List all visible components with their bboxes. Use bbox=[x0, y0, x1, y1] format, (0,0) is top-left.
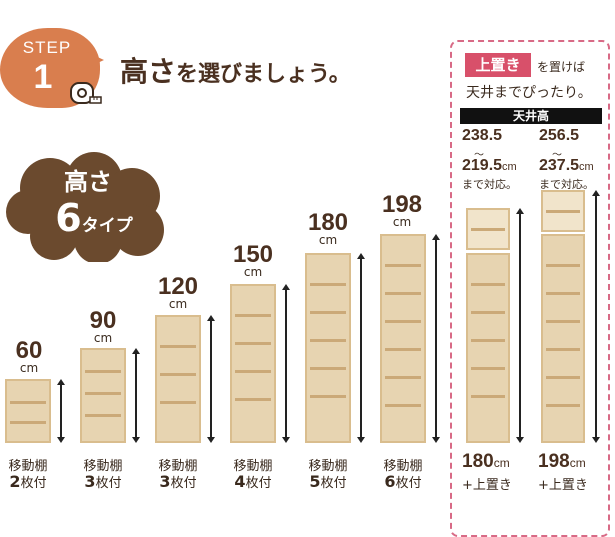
ceiling-tilde: 〜 bbox=[552, 150, 562, 161]
shelf-120 bbox=[155, 315, 201, 443]
board-count-number: 3 bbox=[159, 472, 171, 491]
shelf-180 bbox=[305, 253, 351, 443]
ceiling-min-unit: cm bbox=[579, 161, 594, 173]
shelf-height-unit: cm bbox=[168, 297, 188, 311]
board-count-unit: 枚付 bbox=[170, 476, 197, 491]
combo-plus-topper: +上置き bbox=[462, 478, 512, 493]
cloud-line2: 6タイプ bbox=[38, 196, 150, 240]
ceiling-height-label: 天井高 bbox=[460, 108, 602, 124]
shelf-board-count: 3枚付 bbox=[150, 472, 206, 491]
ceiling-tilde: 〜 bbox=[474, 150, 484, 161]
board-count-number: 5 bbox=[309, 472, 321, 491]
shelf-board-count: 5枚付 bbox=[300, 472, 356, 491]
board-count-unit: 枚付 bbox=[245, 476, 272, 491]
shelf-caption: 移動棚 bbox=[158, 459, 198, 474]
ceiling-min: 219.5cm bbox=[462, 157, 517, 175]
shelf-height-number: 120 bbox=[157, 273, 199, 300]
board-count-unit: 枚付 bbox=[95, 476, 122, 491]
ceiling-note: まで対応。 bbox=[539, 178, 594, 191]
height-arrow bbox=[357, 253, 365, 443]
topper-panel bbox=[450, 40, 610, 537]
cloud-count: 6 bbox=[55, 196, 82, 240]
shelf-height-number: 180 bbox=[307, 209, 349, 236]
shelf-caption: 移動棚 bbox=[308, 459, 348, 474]
shelf-board-count: 4枚付 bbox=[225, 472, 281, 491]
combo-height-unit: cm bbox=[569, 456, 586, 470]
step-badge-tail bbox=[78, 48, 104, 72]
topper-description: 天井までぴったり。 bbox=[466, 85, 592, 101]
board-count-unit: 枚付 bbox=[395, 476, 422, 491]
shelf-height-unit: cm bbox=[392, 215, 412, 229]
shelf-caption: 移動棚 bbox=[83, 459, 123, 474]
height-arrow bbox=[282, 284, 290, 443]
height-arrow bbox=[132, 348, 140, 443]
combo-height: 180cm bbox=[462, 451, 510, 473]
shelf-60 bbox=[5, 379, 51, 443]
ceiling-note: まで対応。 bbox=[462, 178, 517, 191]
ceiling-min: 237.5cm bbox=[539, 157, 594, 175]
height-arrow bbox=[432, 234, 440, 443]
ceiling-min-unit: cm bbox=[502, 161, 517, 173]
shelf-180-with-topper bbox=[466, 253, 510, 443]
height-arrow bbox=[207, 315, 215, 443]
cloud-badge bbox=[6, 152, 164, 262]
shelf-caption: 移動棚 bbox=[233, 459, 273, 474]
board-count-unit: 枚付 bbox=[320, 476, 347, 491]
cloud-line1: 高さ bbox=[64, 168, 112, 196]
topper-unit bbox=[466, 208, 510, 250]
combo-height: 198cm bbox=[538, 451, 586, 473]
title-main: 高さ bbox=[120, 55, 177, 88]
page-title: 高さを選びましょう。 bbox=[120, 50, 351, 90]
shelf-height-unit: cm bbox=[93, 331, 113, 345]
shelf-board-count: 3枚付 bbox=[75, 472, 131, 491]
ceiling-max: 238.5 bbox=[462, 127, 503, 144]
combo-plus-topper: +上置き bbox=[538, 478, 588, 493]
shelf-height-number: 60 bbox=[15, 337, 43, 364]
board-count-number: 2 bbox=[9, 472, 21, 491]
shelf-height-unit: cm bbox=[318, 233, 338, 247]
topper-tag-text: を置けば bbox=[537, 60, 586, 74]
shelf-height-number: 150 bbox=[232, 241, 274, 268]
tape-measure-icon bbox=[70, 80, 102, 106]
shelf-height-number: 90 bbox=[89, 307, 117, 334]
ceiling-min-value: 219.5 bbox=[462, 157, 503, 174]
height-arrow bbox=[516, 208, 524, 443]
cloud-unit: タイプ bbox=[81, 216, 133, 236]
shelf-90 bbox=[80, 348, 126, 443]
shelf-198-with-topper bbox=[541, 234, 585, 443]
board-count-unit: 枚付 bbox=[20, 476, 47, 491]
board-count-number: 4 bbox=[234, 472, 246, 491]
board-count-number: 3 bbox=[84, 472, 96, 491]
shelf-150 bbox=[230, 284, 276, 443]
topper-tag: 上置き bbox=[465, 53, 531, 77]
shelf-board-count: 2枚付 bbox=[0, 472, 56, 491]
shelf-board-count: 6枚付 bbox=[375, 472, 431, 491]
shelf-height-number: 198 bbox=[381, 191, 423, 218]
title-rest: を選びましょう。 bbox=[176, 62, 351, 87]
topper-unit bbox=[541, 190, 585, 232]
shelf-caption: 移動棚 bbox=[8, 459, 48, 474]
ceiling-max: 256.5 bbox=[539, 127, 580, 144]
board-count-number: 6 bbox=[384, 472, 396, 491]
combo-height-unit: cm bbox=[493, 456, 510, 470]
shelf-height-unit: cm bbox=[243, 265, 263, 279]
shelf-198 bbox=[380, 234, 426, 443]
ceiling-min-value: 237.5 bbox=[539, 157, 580, 174]
height-arrow bbox=[57, 379, 65, 443]
step-label: STEP bbox=[22, 38, 72, 57]
combo-height-value: 198 bbox=[538, 451, 570, 472]
shelf-caption: 移動棚 bbox=[383, 459, 423, 474]
shelf-height-unit: cm bbox=[19, 361, 39, 375]
combo-height-value: 180 bbox=[462, 451, 494, 472]
step-number: 1 bbox=[33, 58, 53, 96]
height-arrow bbox=[592, 190, 600, 443]
